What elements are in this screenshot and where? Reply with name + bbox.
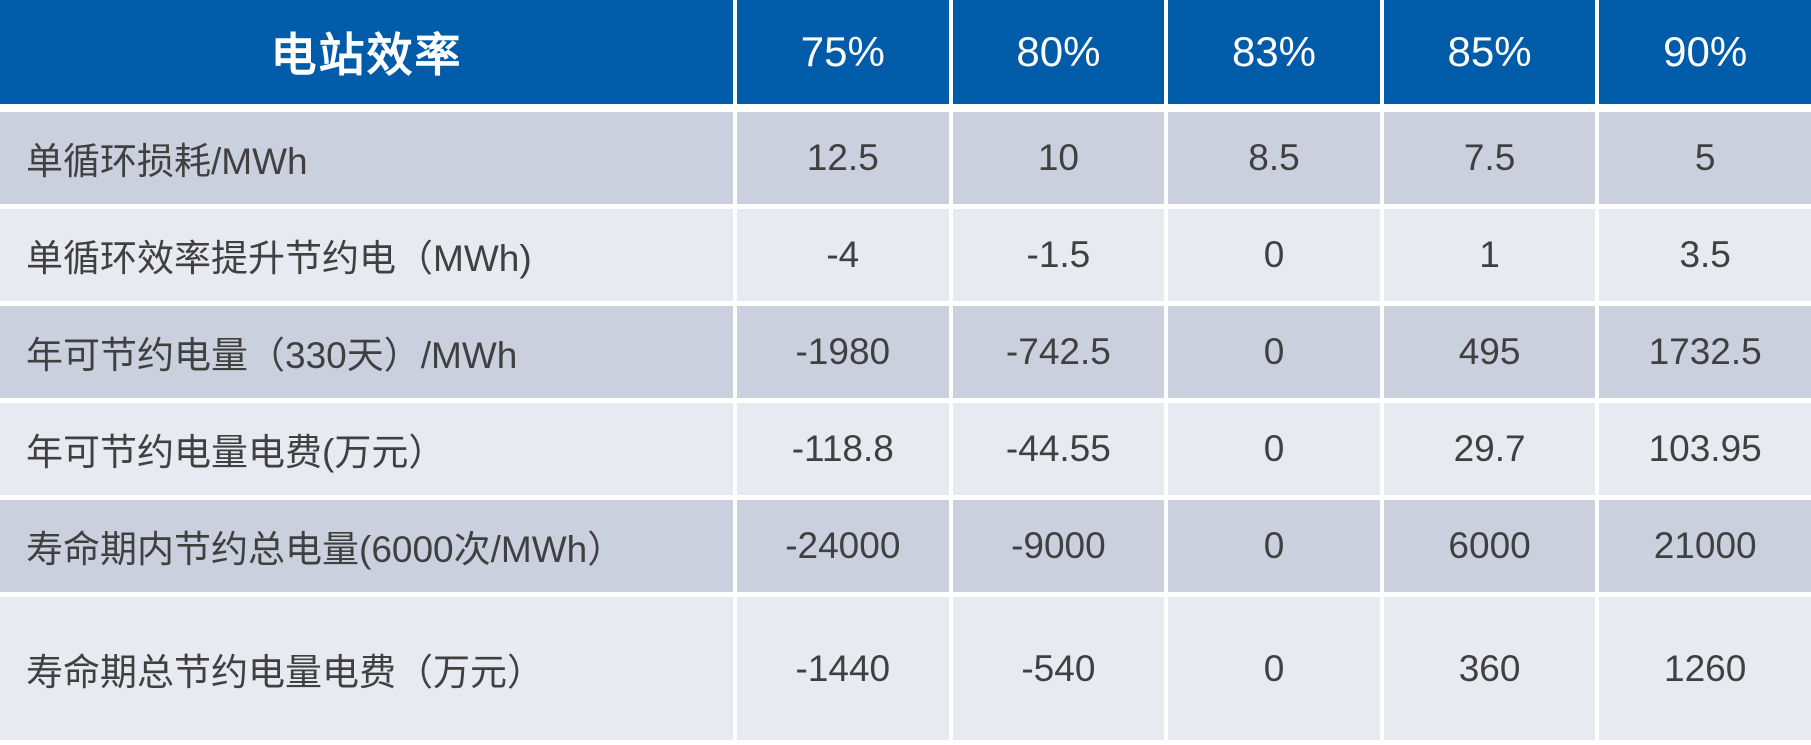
table-row: 单循环损耗/MWh 12.5 10 8.5 7.5 5 <box>0 112 1811 204</box>
table-title: 电站效率 <box>0 0 733 104</box>
row-label: 年可节约电量电费(万元） <box>0 403 733 495</box>
table-cell: 0 <box>1168 500 1380 592</box>
table-cell: 0 <box>1168 403 1380 495</box>
table-row: 年可节约电量电费(万元） -118.8 -44.55 0 29.7 103.95 <box>0 403 1811 495</box>
table-header-row: 电站效率 75% 80% 83% 85% 90% <box>0 0 1811 104</box>
table-cell: 8.5 <box>1168 112 1380 204</box>
table-cell: 3.5 <box>1599 209 1811 301</box>
table-cell: -4 <box>737 209 949 301</box>
table-cell: 360 <box>1383 597 1596 740</box>
table-cell: 1732.5 <box>1599 306 1811 398</box>
table-cell: 7.5 <box>1383 112 1596 204</box>
table-cell: 1260 <box>1599 597 1811 740</box>
table-cell: -9000 <box>952 500 1165 592</box>
table-cell: 12.5 <box>737 112 949 204</box>
table-cell: 0 <box>1168 209 1380 301</box>
table-cell: -540 <box>952 597 1165 740</box>
table-cell: -1440 <box>737 597 949 740</box>
table-cell: 1 <box>1383 209 1596 301</box>
table-cell: -1980 <box>737 306 949 398</box>
row-label: 寿命期总节约电量电费（万元） <box>0 597 733 740</box>
table-cell: -742.5 <box>952 306 1165 398</box>
row-label: 年可节约电量（330天）/MWh <box>0 306 733 398</box>
table-cell: 29.7 <box>1383 403 1596 495</box>
column-header-75: 75% <box>737 0 949 104</box>
table-cell: 103.95 <box>1599 403 1811 495</box>
row-label: 单循环损耗/MWh <box>0 112 733 204</box>
table-cell: 6000 <box>1383 500 1596 592</box>
table-cell: 0 <box>1168 306 1380 398</box>
table-row: 寿命期内节约总电量(6000次/MWh） -24000 -9000 0 6000… <box>0 500 1811 592</box>
table-row: 单循环效率提升节约电（MWh) -4 -1.5 0 1 3.5 <box>0 209 1811 301</box>
table-cell: -118.8 <box>737 403 949 495</box>
table-cell: 10 <box>952 112 1165 204</box>
table-cell: 495 <box>1383 306 1596 398</box>
row-label: 单循环效率提升节约电（MWh) <box>0 209 733 301</box>
column-header-85: 85% <box>1383 0 1596 104</box>
row-label: 寿命期内节约总电量(6000次/MWh） <box>0 500 733 592</box>
table-cell: 5 <box>1599 112 1811 204</box>
table-cell: -24000 <box>737 500 949 592</box>
table-row: 寿命期总节约电量电费（万元） -1440 -540 0 360 1260 <box>0 597 1811 740</box>
column-header-90: 90% <box>1599 0 1811 104</box>
column-header-83: 83% <box>1168 0 1380 104</box>
table-cell: 0 <box>1168 597 1380 740</box>
table-cell: -44.55 <box>952 403 1165 495</box>
table-row: 年可节约电量（330天）/MWh -1980 -742.5 0 495 1732… <box>0 306 1811 398</box>
table-cell: -1.5 <box>952 209 1165 301</box>
column-header-80: 80% <box>952 0 1165 104</box>
table-cell: 21000 <box>1599 500 1811 592</box>
